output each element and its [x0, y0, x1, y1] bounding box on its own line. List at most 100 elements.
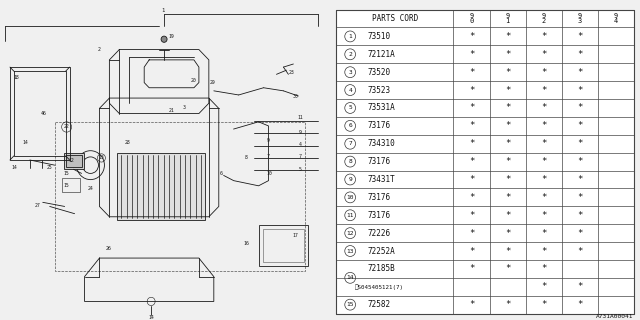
Text: 7: 7	[267, 155, 270, 159]
Circle shape	[345, 210, 356, 221]
Text: 73176: 73176	[367, 211, 390, 220]
Text: 14: 14	[148, 316, 154, 320]
Text: 20: 20	[191, 78, 196, 83]
Text: *: *	[577, 103, 582, 112]
Text: *: *	[541, 85, 547, 95]
Text: 72582: 72582	[367, 300, 390, 309]
Text: *: *	[541, 211, 547, 220]
Text: 14: 14	[11, 165, 17, 170]
Text: 73531A: 73531A	[367, 103, 395, 112]
Circle shape	[345, 272, 356, 283]
Text: *: *	[505, 246, 510, 255]
Text: 14: 14	[346, 275, 354, 280]
Text: 5: 5	[348, 106, 352, 110]
Text: 6: 6	[348, 123, 352, 128]
Text: 5: 5	[299, 167, 302, 172]
Text: 6: 6	[220, 171, 222, 176]
Text: 1: 1	[161, 8, 164, 13]
Text: *: *	[505, 228, 510, 238]
Text: *: *	[505, 103, 510, 112]
Text: *: *	[469, 228, 474, 238]
Text: 13: 13	[346, 249, 354, 253]
Text: 29: 29	[210, 80, 216, 85]
Text: *: *	[469, 157, 474, 166]
Text: 8: 8	[245, 156, 248, 160]
Text: 1: 1	[348, 34, 352, 39]
Circle shape	[161, 36, 167, 42]
Text: *: *	[505, 32, 510, 41]
Text: *: *	[577, 157, 582, 166]
Circle shape	[345, 138, 356, 149]
Text: *: *	[505, 175, 510, 184]
Text: *: *	[505, 121, 510, 130]
Text: 73523: 73523	[367, 85, 390, 95]
Text: *: *	[541, 50, 547, 59]
Text: *: *	[541, 32, 547, 41]
Text: *: *	[541, 282, 547, 291]
Text: *: *	[505, 300, 510, 309]
Text: 73510: 73510	[367, 32, 390, 41]
Text: 9: 9	[299, 130, 302, 135]
Text: *: *	[577, 121, 582, 130]
Text: 7: 7	[299, 155, 302, 159]
Text: 72252A: 72252A	[367, 246, 395, 255]
Bar	[63, 153, 84, 169]
Text: 22: 22	[64, 124, 70, 130]
Text: 9
3: 9 3	[577, 13, 582, 24]
Bar	[54, 122, 305, 271]
Circle shape	[345, 102, 356, 113]
Text: 21: 21	[168, 108, 174, 113]
Text: *: *	[541, 300, 547, 309]
Text: 27: 27	[35, 203, 41, 208]
Text: 46: 46	[41, 111, 47, 116]
Text: *: *	[577, 228, 582, 238]
Bar	[117, 153, 205, 220]
Text: 73176: 73176	[367, 157, 390, 166]
Text: *: *	[469, 50, 474, 59]
Text: 9
2: 9 2	[541, 13, 546, 24]
Text: *: *	[469, 85, 474, 95]
Text: *: *	[541, 264, 547, 273]
Circle shape	[345, 49, 356, 60]
Text: 72185B: 72185B	[367, 264, 395, 273]
Text: *: *	[469, 68, 474, 77]
Text: *: *	[469, 103, 474, 112]
Text: 73176: 73176	[367, 193, 390, 202]
Text: *: *	[541, 103, 547, 112]
Bar	[262, 229, 304, 262]
Text: 28: 28	[124, 140, 130, 145]
Text: 10: 10	[267, 171, 273, 176]
Text: 15: 15	[64, 183, 70, 188]
Text: 12: 12	[346, 231, 354, 236]
Text: *: *	[505, 211, 510, 220]
Circle shape	[345, 299, 356, 310]
Text: 9
4: 9 4	[614, 13, 618, 24]
Text: *: *	[541, 121, 547, 130]
Text: 7: 7	[348, 141, 352, 146]
Text: *: *	[469, 193, 474, 202]
Text: *: *	[469, 246, 474, 255]
Text: *: *	[469, 121, 474, 130]
Text: 2: 2	[98, 47, 101, 52]
Text: 9: 9	[267, 138, 270, 143]
Text: 24: 24	[88, 187, 93, 191]
Text: 11: 11	[346, 213, 354, 218]
Text: 3: 3	[348, 70, 352, 75]
Text: *: *	[505, 193, 510, 202]
Bar	[66, 155, 81, 167]
Text: *: *	[577, 300, 582, 309]
Text: *: *	[505, 85, 510, 95]
Text: *: *	[505, 68, 510, 77]
Text: 30: 30	[292, 93, 298, 99]
Text: *: *	[541, 157, 547, 166]
Text: *: *	[577, 85, 582, 95]
Text: *: *	[577, 68, 582, 77]
Text: 9: 9	[348, 177, 352, 182]
Text: *: *	[541, 228, 547, 238]
Text: 19: 19	[168, 34, 174, 39]
Text: *: *	[541, 139, 547, 148]
Text: *: *	[469, 300, 474, 309]
Text: *: *	[541, 246, 547, 255]
Bar	[259, 225, 308, 266]
Text: 9
1: 9 1	[506, 13, 509, 24]
